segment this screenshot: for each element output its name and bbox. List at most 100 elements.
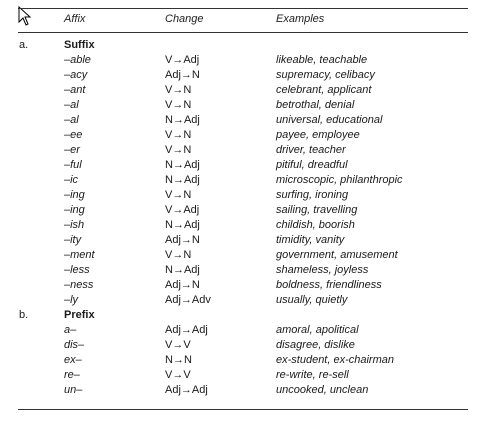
- cell-affix: ex–: [64, 354, 82, 366]
- table-row: –er V→N driver, teacher: [0, 143, 488, 158]
- cell-examples: payee, employee: [276, 129, 360, 141]
- section-header: b. Prefix: [0, 308, 488, 323]
- table-row: –al V→N betrothal, denial: [0, 98, 488, 113]
- cell-change: N→N: [165, 354, 192, 366]
- cell-examples: ex-student, ex-chairman: [276, 354, 394, 366]
- cell-examples: re-write, re-sell: [276, 369, 349, 381]
- cell-examples: shameless, joyless: [276, 264, 369, 276]
- cell-examples: betrothal, denial: [276, 99, 355, 111]
- cell-examples: disagree, dislike: [276, 339, 355, 351]
- cell-affix: –ly: [64, 294, 79, 306]
- cell-change: Adj→Adj: [165, 384, 208, 396]
- cell-change: V→V: [165, 339, 191, 351]
- cell-affix: –ity: [64, 234, 82, 246]
- cell-examples: celebrant, applicant: [276, 84, 372, 96]
- cell-affix: –ful: [64, 159, 82, 171]
- cell-examples: supremacy, celibacy: [276, 69, 375, 81]
- cell-examples: boldness, friendliness: [276, 279, 382, 291]
- cell-examples: childish, boorish: [276, 219, 355, 231]
- cell-change: V→N: [165, 99, 192, 111]
- cell-change: Adj→N: [165, 279, 200, 291]
- header-examples: Examples: [276, 13, 325, 25]
- cell-affix: –ment: [64, 249, 95, 261]
- cell-change: V→N: [165, 129, 192, 141]
- table-row: –acy Adj→N supremacy, celibacy: [0, 68, 488, 83]
- cell-examples: uncooked, unclean: [276, 384, 369, 396]
- table-row: re– V→V re-write, re-sell: [0, 368, 488, 383]
- section-title: Prefix: [64, 309, 95, 321]
- cell-affix: dis–: [64, 339, 85, 351]
- cell-affix: –er: [64, 144, 80, 156]
- table-row: dis– V→V disagree, dislike: [0, 338, 488, 353]
- table-row: –ish N→Adj childish, boorish: [0, 218, 488, 233]
- cell-examples: usually, quietly: [276, 294, 348, 306]
- cell-examples: universal, educational: [276, 114, 383, 126]
- header-rule: [18, 32, 468, 33]
- cell-affix: –ness: [64, 279, 94, 291]
- section-marker: b.: [19, 309, 29, 321]
- cell-affix: –able: [64, 54, 91, 66]
- cell-change: Adj→Adv: [165, 294, 211, 306]
- cell-affix: –ee: [64, 129, 83, 141]
- section-header: a. Suffix: [0, 38, 488, 53]
- cell-change: N→Adj: [165, 159, 200, 171]
- table-row: –ee V→N payee, employee: [0, 128, 488, 143]
- cell-affix: a–: [64, 324, 77, 336]
- cell-examples: sailing, travelling: [276, 204, 358, 216]
- table-row: –less N→Adj shameless, joyless: [0, 263, 488, 278]
- cell-examples: amoral, apolitical: [276, 324, 359, 336]
- table-row: –ful N→Adj pitiful, dreadful: [0, 158, 488, 173]
- cell-affix: –al: [64, 99, 79, 111]
- cell-change: Adj→N: [165, 234, 200, 246]
- cell-affix: –al: [64, 114, 79, 126]
- cell-change: N→Adj: [165, 174, 200, 186]
- cell-change: Adj→Adj: [165, 324, 208, 336]
- cell-affix: –acy: [64, 69, 88, 81]
- cell-affix: –ing: [64, 204, 85, 216]
- cell-examples: likeable, teachable: [276, 54, 368, 66]
- table-row: –ing V→Adj sailing, travelling: [0, 203, 488, 218]
- cell-change: V→N: [165, 144, 192, 156]
- cell-examples: microscopic, philanthropic: [276, 174, 403, 186]
- table-row: –ly Adj→Adv usually, quietly: [0, 293, 488, 308]
- table-row: un– Adj→Adj uncooked, unclean: [0, 383, 488, 398]
- cell-affix: un–: [64, 384, 83, 396]
- cell-affix: –ing: [64, 189, 85, 201]
- table-row: ex– N→N ex-student, ex-chairman: [0, 353, 488, 368]
- cell-change: N→Adj: [165, 264, 200, 276]
- cell-change: V→N: [165, 84, 192, 96]
- cell-change: V→Adj: [165, 54, 200, 66]
- cell-change: V→N: [165, 249, 192, 261]
- section-marker: a.: [19, 39, 29, 51]
- cell-change: V→V: [165, 369, 191, 381]
- header-change: Change: [165, 13, 204, 25]
- table-row: –al N→Adj universal, educational: [0, 113, 488, 128]
- table-row: a– Adj→Adj amoral, apolitical: [0, 323, 488, 338]
- cell-affix: re–: [64, 369, 80, 381]
- cell-examples: driver, teacher: [276, 144, 346, 156]
- section-title: Suffix: [64, 39, 95, 51]
- cell-change: Adj→N: [165, 69, 200, 81]
- table-row: –able V→Adj likeable, teachable: [0, 53, 488, 68]
- table-row: –ic N→Adj microscopic, philanthropic: [0, 173, 488, 188]
- cell-examples: government, amusement: [276, 249, 398, 261]
- cell-affix: –ic: [64, 174, 79, 186]
- cell-examples: timidity, vanity: [276, 234, 345, 246]
- cell-affix: –less: [64, 264, 90, 276]
- mouse-pointer-icon: [18, 6, 32, 26]
- cell-affix: –ish: [64, 219, 85, 231]
- cell-examples: surfing, ironing: [276, 189, 349, 201]
- cell-change: V→N: [165, 189, 192, 201]
- table-top-rule: [18, 8, 468, 9]
- table-row: –ing V→N surfing, ironing: [0, 188, 488, 203]
- cell-affix: –ant: [64, 84, 86, 96]
- affix-table-body: a. Suffix –able V→Adj likeable, teachable –ac…: [0, 38, 488, 398]
- table-row: –ant V→N celebrant, applicant: [0, 83, 488, 98]
- cell-examples: pitiful, dreadful: [276, 159, 348, 171]
- header-affix: Affix: [64, 13, 86, 25]
- table-bottom-rule: [18, 409, 468, 410]
- table-row: –ment V→N government, amusement: [0, 248, 488, 263]
- cell-change: N→Adj: [165, 114, 200, 126]
- cell-change: N→Adj: [165, 219, 200, 231]
- table-row: –ness Adj→N boldness, friendliness: [0, 278, 488, 293]
